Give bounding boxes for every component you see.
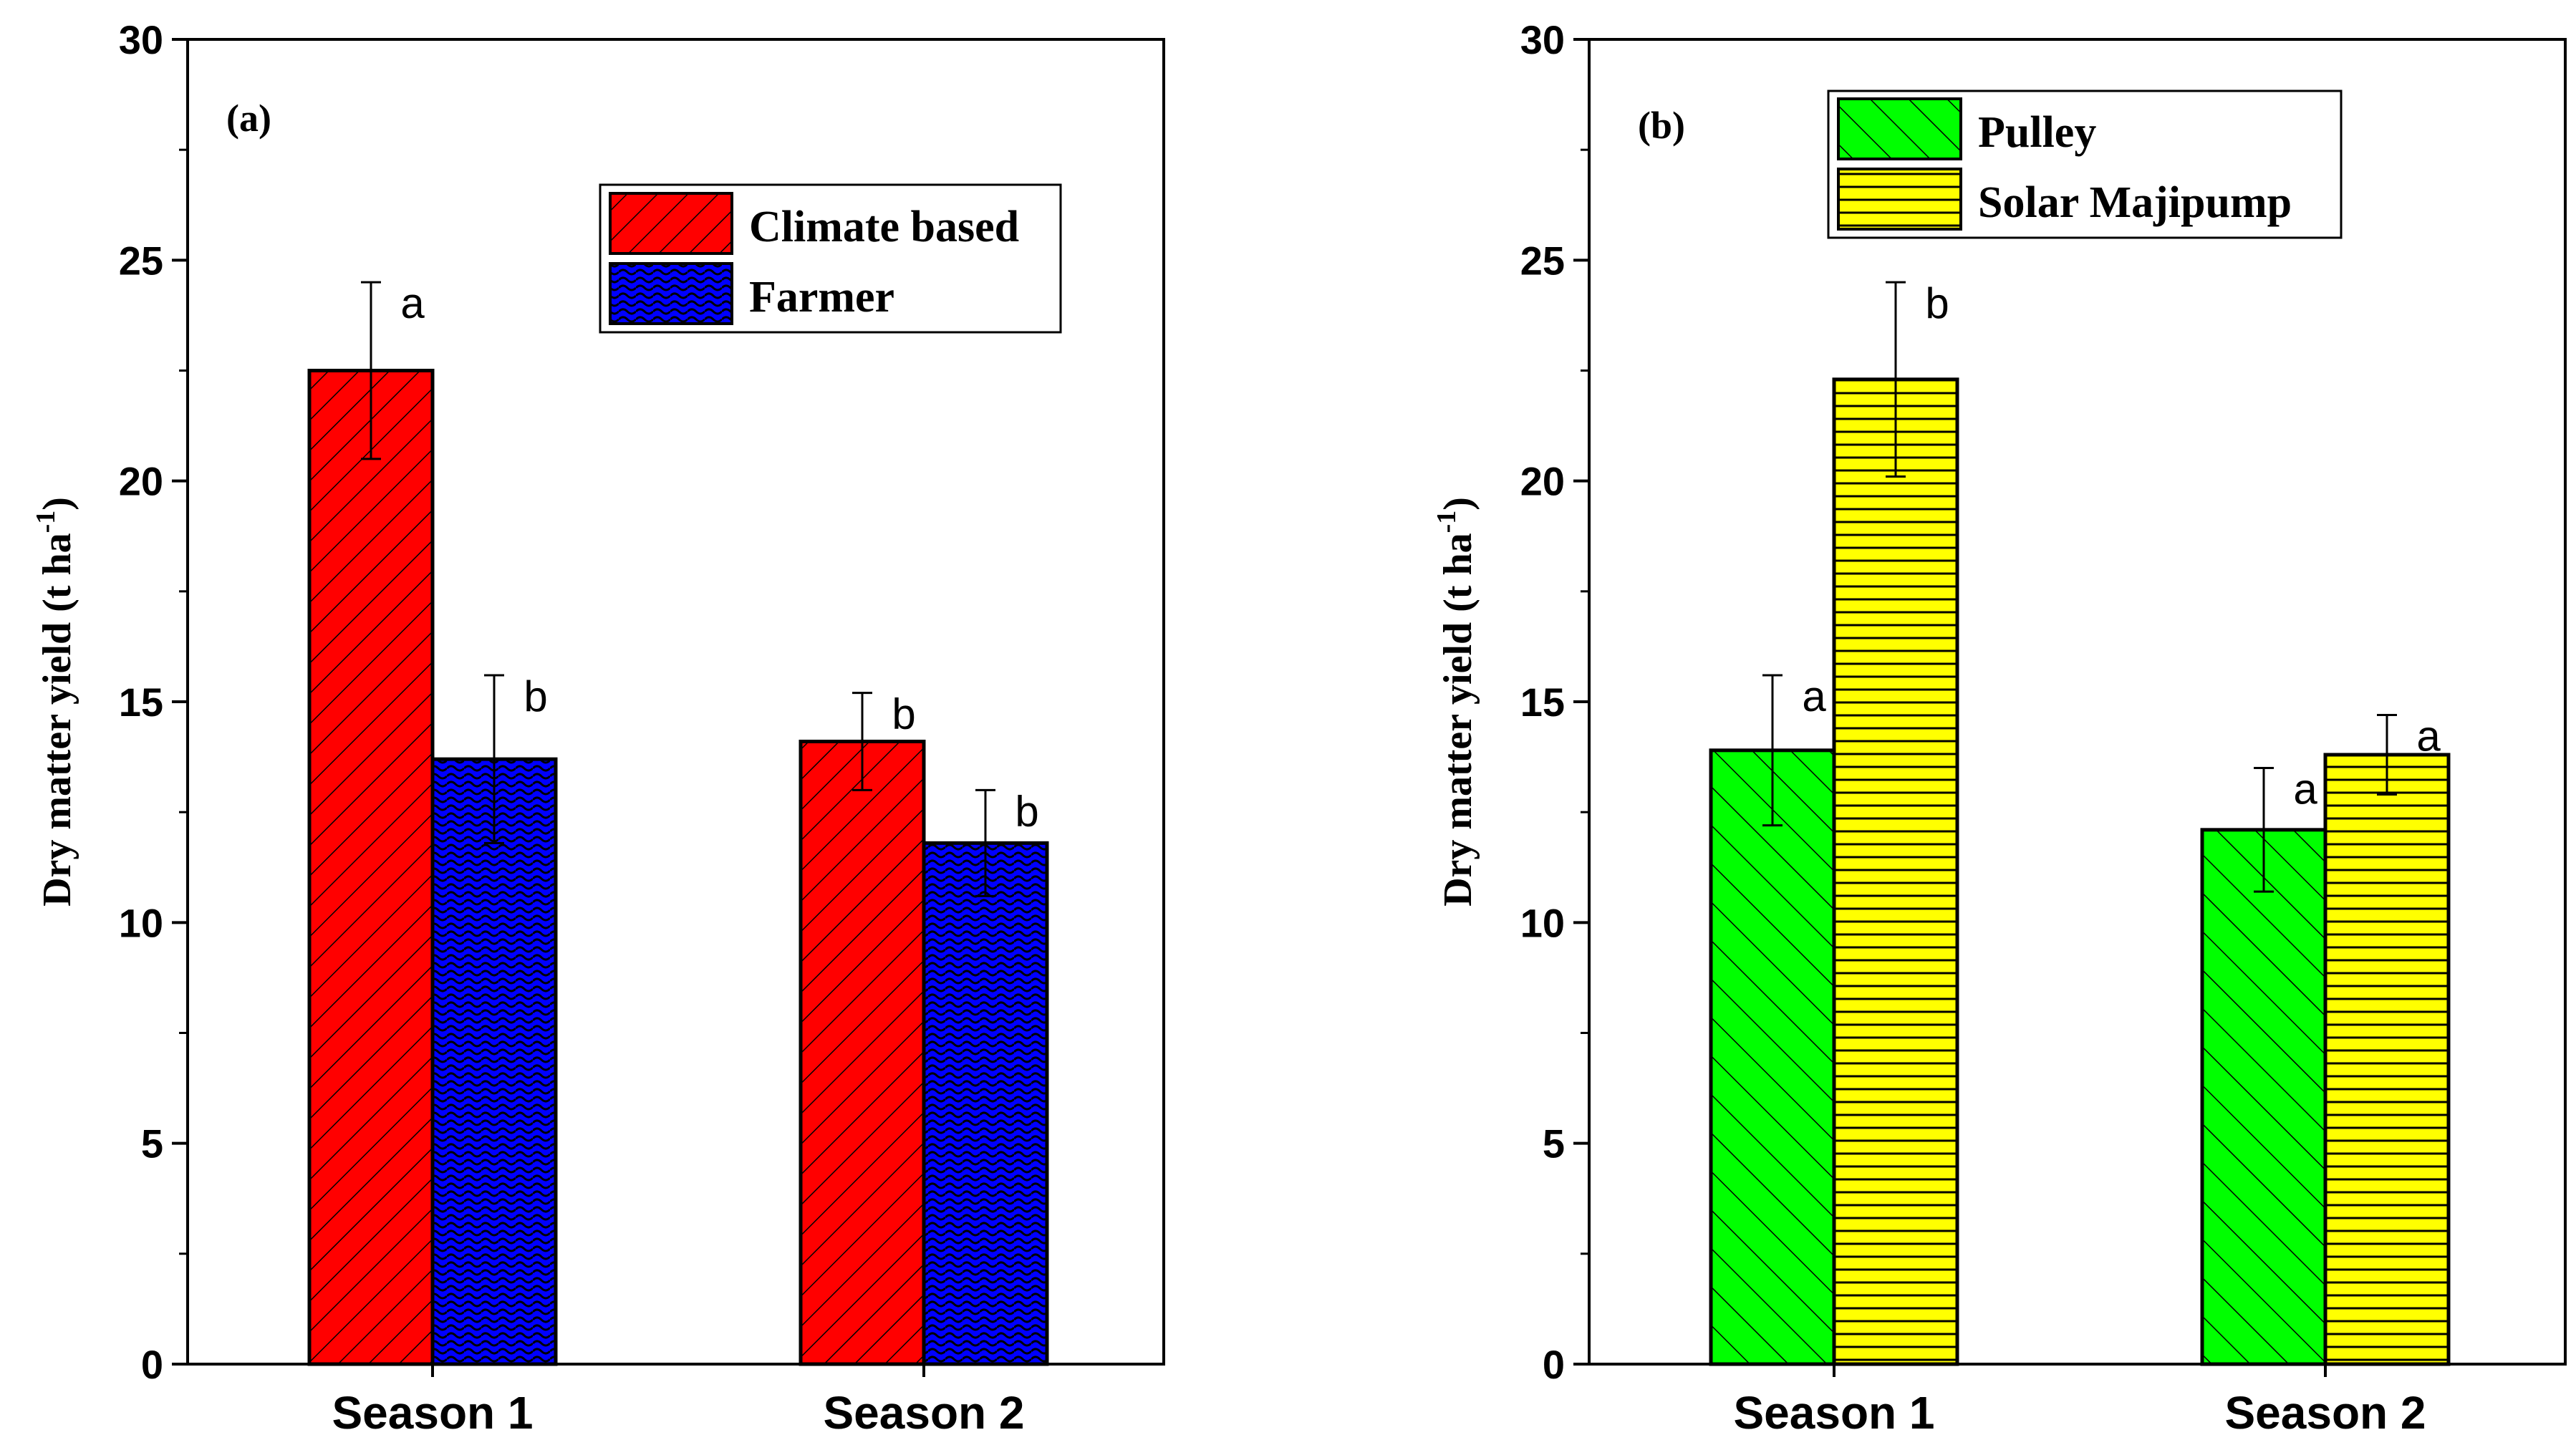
- panel-a-y-axis: 0 5 10 15 20 25 30: [119, 17, 188, 1387]
- significance-letter: b: [892, 690, 915, 738]
- legend-label-climate-based: Climate based: [749, 203, 1019, 251]
- x-category-label: Season 1: [332, 1387, 533, 1435]
- significance-letter: a: [2293, 765, 2317, 813]
- panel-b-x-categories: Season 1 Season 2: [1733, 1364, 2426, 1435]
- panel-b-label: (b): [1638, 104, 1685, 147]
- panel-a-label: (a): [226, 97, 271, 140]
- panel-a-x-categories: Season 1 Season 2: [332, 1364, 1025, 1435]
- significance-letter: a: [400, 279, 425, 327]
- bar-farmer-season-1: [430, 757, 558, 1366]
- bar-climate-based-season-2: [799, 740, 926, 1366]
- y-tick-label: 0: [141, 1342, 163, 1387]
- panel-b-legend: Pulley Solar Majipump: [1827, 90, 2343, 239]
- legend-swatch-climate-based: [609, 192, 733, 255]
- bar-solar-majipump-season-2: [2323, 753, 2451, 1366]
- legend-swatch-solar-majipump: [1837, 168, 1962, 231]
- significance-letter: a: [1802, 672, 1826, 720]
- significance-letter: b: [524, 672, 547, 720]
- y-tick-label: 10: [1520, 900, 1565, 945]
- legend-swatch-pulley: [1837, 97, 1962, 160]
- bar-pulley-season-2: [2200, 828, 2327, 1366]
- y-tick-label: 30: [1520, 17, 1565, 62]
- y-tick-label: 25: [119, 238, 163, 283]
- y-tick-label: 15: [1520, 680, 1565, 725]
- bar-pulley-season-1: [1709, 748, 1836, 1366]
- legend-label-farmer: Farmer: [749, 273, 894, 322]
- bar-solar-majipump-season-1: [1832, 377, 1959, 1366]
- y-tick-label: 0: [1543, 1342, 1565, 1387]
- x-category-label: Season 2: [2224, 1387, 2426, 1435]
- legend-swatch-farmer: [609, 262, 733, 325]
- panel-a-legend: Climate based Farmer: [599, 183, 1062, 334]
- y-tick-label: 5: [141, 1121, 163, 1166]
- y-tick-label: 25: [1520, 238, 1565, 283]
- y-tick-label: 20: [119, 459, 163, 504]
- legend-label-solar-majipump: Solar Majipump: [1978, 178, 2292, 227]
- x-category-label: Season 2: [823, 1387, 1024, 1435]
- significance-letter: a: [2416, 712, 2441, 760]
- y-tick-label: 30: [119, 17, 163, 62]
- bar-climate-based-season-1: [307, 369, 435, 1366]
- significance-letter: b: [1925, 279, 1949, 327]
- bar-farmer-season-2: [922, 841, 1049, 1366]
- panel-a-chart: (a) Dry matter yield (t ha-1) 0 5 10 15 20 25…: [31, 17, 1165, 1435]
- y-tick-label: 15: [119, 680, 163, 725]
- panel-a-y-axis-label: Dry matter yield (t ha-1): [31, 497, 79, 907]
- x-category-label: Season 1: [1733, 1387, 1934, 1435]
- y-tick-label: 20: [1520, 459, 1565, 504]
- panel-b-y-axis: 0 5 10 15 20 25 30: [1520, 17, 1589, 1387]
- y-tick-label: 10: [119, 900, 163, 945]
- y-tick-label: 5: [1543, 1121, 1565, 1166]
- panel-b-y-axis-label: Dry matter yield (t ha-1): [1432, 497, 1480, 907]
- panel-b-bars: a a b a: [1709, 279, 2451, 1366]
- panel-b-chart: (b) Dry matter yield (t ha-1) 0 5 10 15 20 25…: [1432, 17, 2567, 1435]
- legend-label-pulley: Pulley: [1978, 108, 2096, 157]
- panel-a-bars: a b b b: [307, 279, 1049, 1366]
- significance-letter: b: [1015, 787, 1038, 835]
